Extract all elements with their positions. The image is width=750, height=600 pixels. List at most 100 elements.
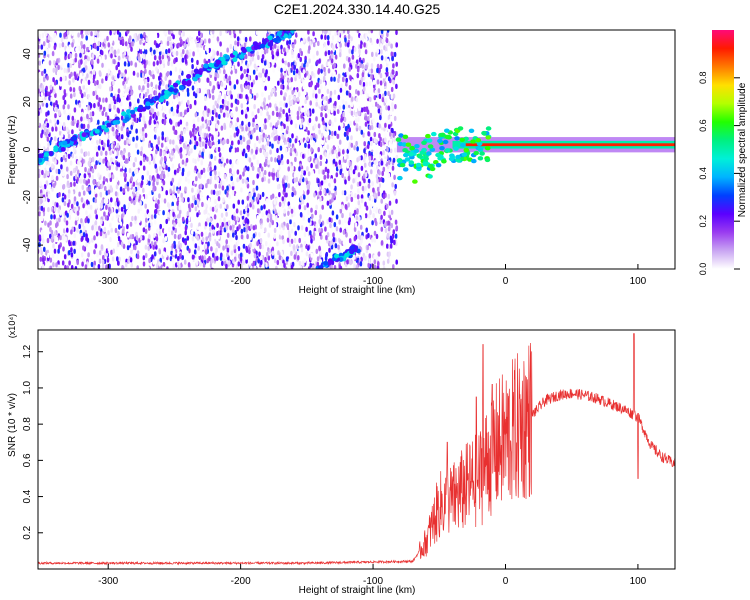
noise-cell — [112, 131, 116, 137]
noise-cell — [383, 132, 387, 138]
noise-cell — [162, 266, 165, 269]
noise-cell — [99, 191, 103, 198]
noise-cell — [392, 229, 396, 235]
noise-cell — [141, 131, 145, 137]
noise-cell — [43, 184, 47, 190]
noise-cell — [86, 46, 89, 53]
noise-cell — [322, 145, 325, 151]
noise-cell — [333, 130, 337, 136]
noise-cell — [321, 140, 325, 146]
noise-cell — [187, 178, 190, 184]
noise-cell — [126, 44, 130, 50]
noise-cell — [51, 222, 55, 228]
noise-cell — [115, 208, 119, 214]
noise-cell — [236, 99, 240, 105]
noise-cell — [117, 236, 121, 242]
noise-cell — [306, 62, 309, 68]
noise-cell — [290, 77, 294, 83]
noise-cell — [128, 37, 131, 44]
noise-cell — [302, 215, 306, 221]
noise-cell — [217, 171, 221, 177]
noise-cell — [70, 252, 74, 258]
noise-cell — [185, 157, 189, 163]
noise-cell — [332, 237, 336, 243]
noise-cell — [276, 111, 279, 118]
noise-cell — [179, 242, 182, 249]
noise-cell — [215, 247, 218, 253]
noise-cell — [54, 152, 58, 158]
noise-cell — [164, 75, 168, 81]
noise-cell — [261, 191, 265, 198]
noise-cell — [367, 262, 371, 268]
noise-cell — [345, 90, 349, 96]
noise-cell — [280, 72, 284, 78]
noise-cell — [130, 60, 133, 66]
noise-cell — [322, 100, 326, 106]
noise-cell — [212, 240, 215, 246]
noise-cell — [155, 84, 158, 90]
noise-cell — [347, 175, 351, 182]
noise-cell — [312, 92, 315, 98]
noise-cell — [347, 34, 351, 40]
noise-cell — [334, 243, 338, 249]
noise-cell — [105, 161, 108, 167]
noise-cell — [326, 200, 330, 206]
noise-cell — [350, 142, 354, 148]
noise-cell — [233, 84, 237, 90]
noise-cell — [216, 255, 219, 261]
noise-cell — [45, 160, 49, 166]
noise-cell — [59, 92, 63, 98]
noise-cell — [82, 245, 85, 251]
noise-cell — [192, 118, 196, 124]
noise-cell — [391, 106, 395, 112]
noise-cell — [389, 256, 393, 262]
noise-cell — [303, 257, 307, 263]
noise-cell — [226, 78, 229, 84]
noise-cell — [348, 52, 351, 58]
noise-cell — [343, 63, 346, 69]
noise-cell — [362, 132, 365, 138]
noise-cell — [154, 33, 158, 39]
noise-cell — [228, 30, 232, 36]
noise-cell — [80, 174, 83, 180]
noise-cell — [296, 110, 300, 116]
noise-cell — [327, 148, 330, 155]
noise-cell — [381, 85, 385, 91]
noise-cell — [209, 171, 213, 177]
noise-cell — [370, 124, 374, 130]
noise-cell — [357, 97, 361, 103]
noise-cell — [269, 45, 273, 51]
noise-cell — [263, 60, 267, 66]
noise-cell — [43, 173, 46, 179]
noise-cell — [246, 68, 250, 74]
noise-cell — [346, 154, 349, 160]
noise-cell — [59, 76, 63, 82]
noise-cell — [376, 38, 379, 44]
noise-cell — [55, 237, 59, 243]
noise-cell — [312, 141, 316, 147]
noise-cell — [78, 102, 82, 108]
noise-cell — [214, 183, 217, 189]
noise-cell — [385, 119, 389, 125]
noise-cell — [152, 244, 155, 250]
noise-cell — [313, 192, 316, 198]
noise-cell — [130, 41, 134, 47]
noise-cell — [76, 169, 80, 175]
noise-cell — [280, 250, 283, 257]
noise-cell — [153, 134, 157, 140]
noise-cell — [122, 91, 125, 97]
noise-cell — [120, 101, 123, 107]
noise-cell — [355, 89, 358, 95]
noise-cell — [38, 71, 41, 78]
noise-cell — [69, 53, 73, 59]
noise-cell — [139, 39, 142, 45]
noise-cell — [361, 63, 365, 69]
noise-cell — [98, 84, 102, 90]
noise-cell — [350, 102, 354, 108]
noise-cell — [195, 141, 199, 147]
noise-cell — [38, 60, 41, 66]
noise-cell — [79, 89, 83, 95]
noise-cell — [280, 67, 283, 73]
noise-cell — [95, 160, 98, 166]
noise-cell — [364, 49, 368, 55]
